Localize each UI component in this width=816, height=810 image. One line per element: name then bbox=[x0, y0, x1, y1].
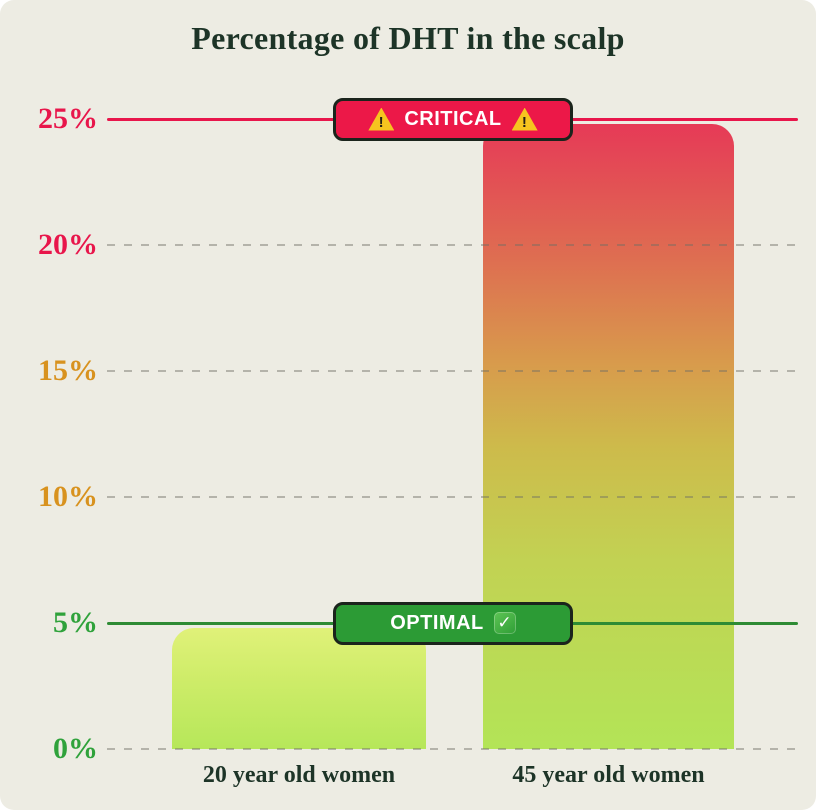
gridline-20pct bbox=[107, 244, 798, 246]
x-axis-label-20-year-old-women: 20 year old women bbox=[202, 762, 396, 788]
gridline-15pct bbox=[107, 370, 798, 372]
optimal-badge-label: OPTIMAL bbox=[390, 611, 484, 634]
y-axis-tick-0pct: 0% bbox=[53, 732, 98, 765]
warning-icon bbox=[368, 107, 395, 131]
y-axis-tick-15pct: 15% bbox=[38, 354, 98, 387]
critical-badge-label: CRITICAL bbox=[404, 107, 502, 130]
gridline-10pct bbox=[107, 496, 798, 498]
chart-title: Percentage of DHT in the scalp bbox=[191, 20, 625, 56]
bar-20-year-old-women bbox=[172, 628, 426, 749]
bar-45-year-old-women bbox=[483, 124, 734, 749]
y-axis-tick-20pct: 20% bbox=[38, 228, 98, 261]
y-axis-tick-5pct: 5% bbox=[53, 606, 98, 639]
critical-badge: CRITICAL bbox=[333, 97, 573, 141]
warning-icon bbox=[511, 107, 538, 131]
y-axis-tick-10pct: 10% bbox=[38, 480, 98, 513]
gridline-0pct bbox=[107, 748, 798, 750]
x-axis-label-45-year-old-women: 45 year old women bbox=[512, 762, 705, 788]
check-mark-icon bbox=[493, 612, 516, 634]
y-axis-tick-25pct: 25% bbox=[38, 102, 98, 135]
optimal-badge: OPTIMAL bbox=[333, 601, 573, 645]
